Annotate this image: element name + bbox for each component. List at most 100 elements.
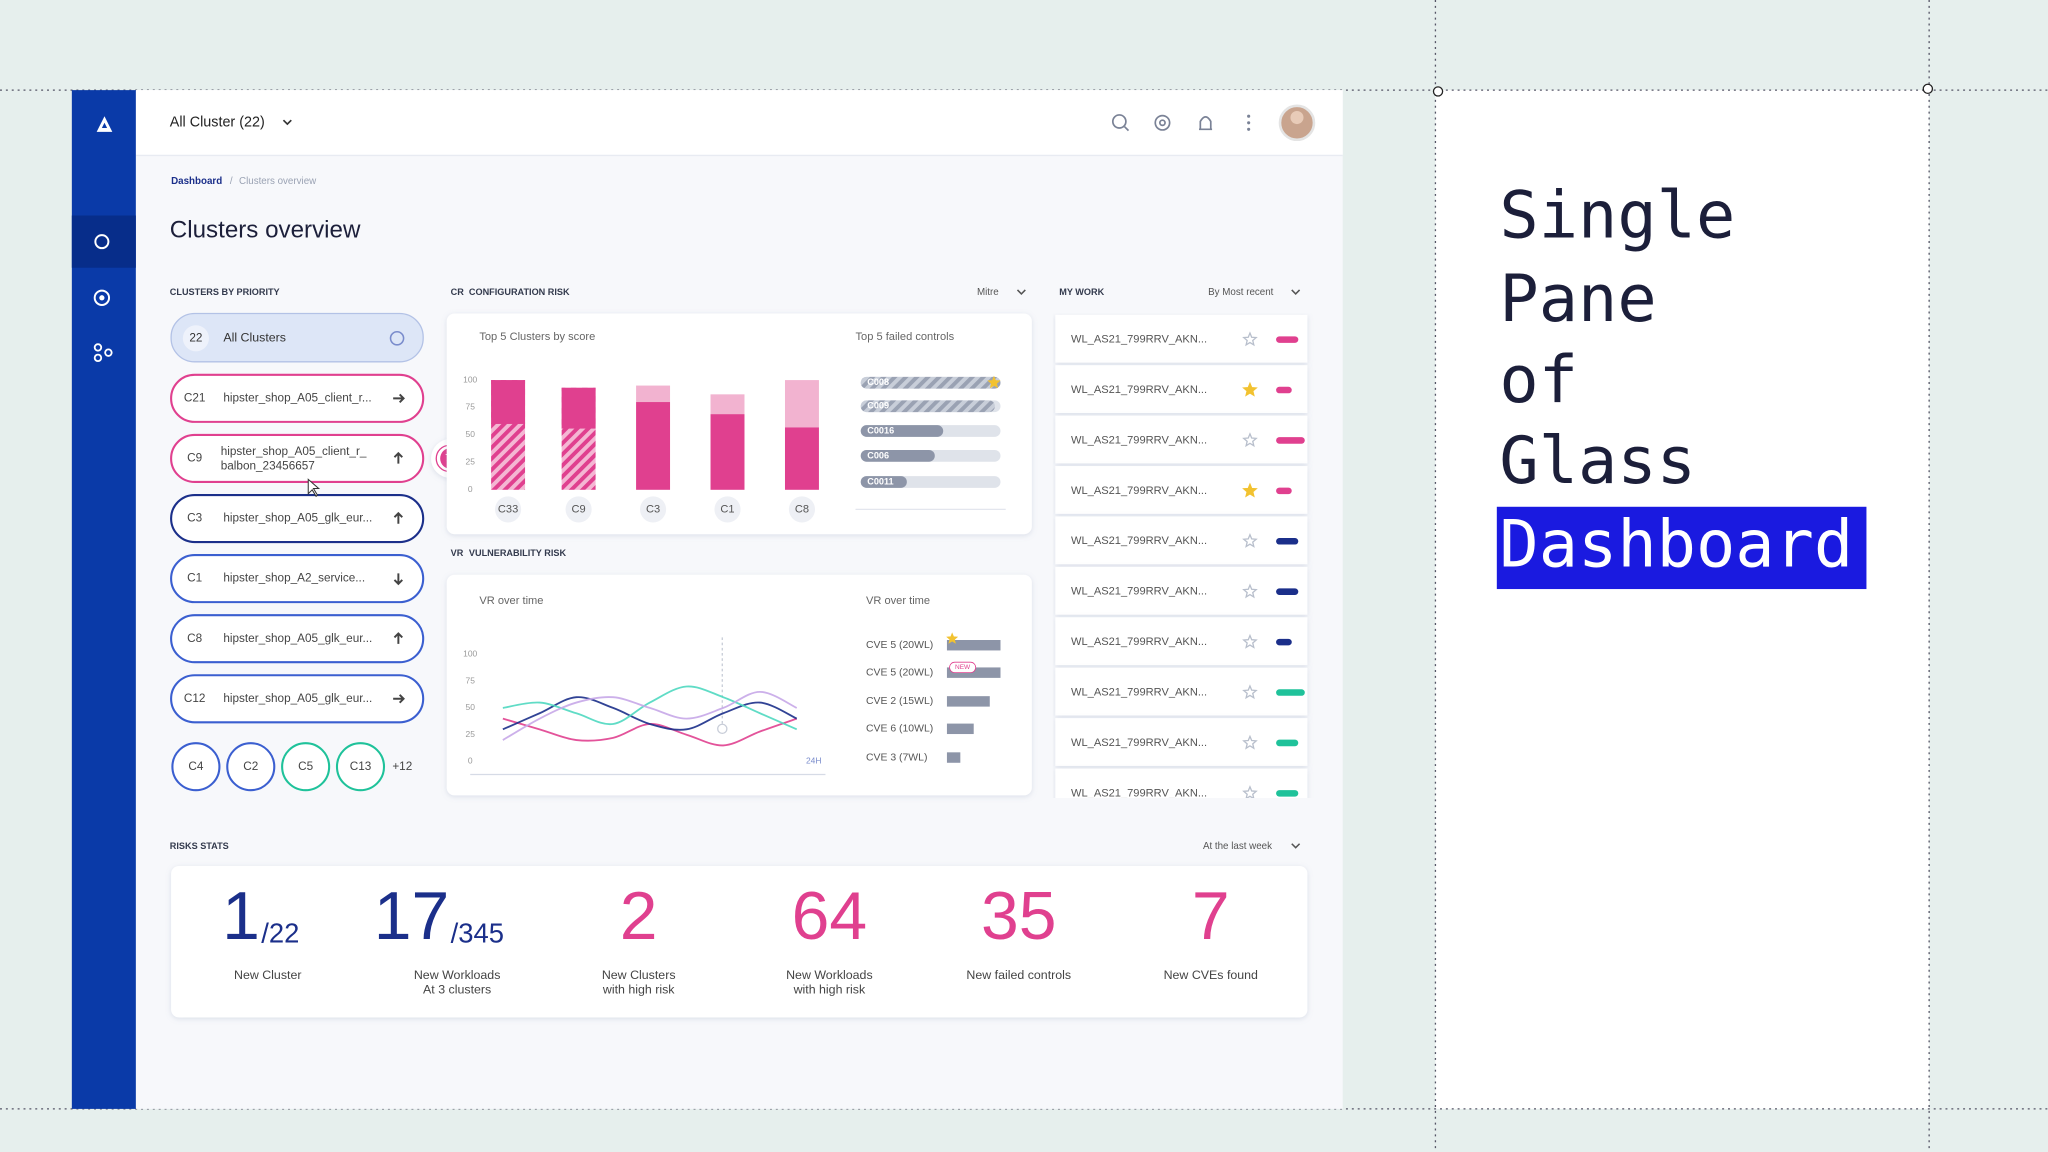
- cve-label: CVE 6 (10WL): [866, 724, 933, 735]
- guide-handle: [1922, 83, 1934, 95]
- count-badge: [182, 325, 209, 352]
- stat-value: 17: [374, 879, 450, 954]
- work-name: WL_AS21_799RRV_AKN...: [1071, 334, 1207, 346]
- cluster-id: C1: [187, 572, 202, 585]
- stat-total: /345: [451, 917, 504, 948]
- work-star[interactable]: [1242, 381, 1258, 397]
- new-badge-label: NEW: [955, 664, 971, 671]
- work-star[interactable]: [1242, 432, 1258, 448]
- work-star[interactable]: [1242, 633, 1258, 649]
- cluster-pill[interactable]: [170, 373, 425, 423]
- cluster-pill[interactable]: [170, 493, 425, 544]
- category-badge: [788, 496, 816, 523]
- x-tick-label: C3: [646, 503, 660, 515]
- slide-title-line: Pane: [1499, 261, 1656, 337]
- slide-title-line: of: [1499, 342, 1578, 418]
- y-tick-label: 100: [463, 649, 477, 659]
- chevron: [1291, 289, 1301, 295]
- priority-bar: [1276, 689, 1305, 696]
- stat-label: with high risk: [793, 982, 866, 996]
- y-tick-label: 25: [465, 457, 475, 467]
- work-name: WL_AS21_799RRV_AKN...: [1071, 686, 1207, 698]
- nav-icon[interactable]: [93, 343, 113, 363]
- sidebar-active[interactable]: [71, 215, 136, 268]
- cluster-bubble[interactable]: [281, 742, 331, 792]
- work-star[interactable]: [1242, 482, 1258, 498]
- work-row[interactable]: [1055, 768, 1308, 817]
- stat-label: New failed controls: [966, 968, 1071, 982]
- nav-icon[interactable]: [94, 234, 110, 250]
- work-name: WL_AS21_799RRV_AKN...: [1071, 737, 1207, 749]
- kebab[interactable]: [1247, 114, 1251, 131]
- cluster-pill[interactable]: [170, 674, 425, 724]
- category-badge: [495, 496, 522, 523]
- work-row[interactable]: [1055, 314, 1308, 363]
- header-icons[interactable]: [1111, 114, 1213, 132]
- slide-title-highlight: Dashboard: [1499, 507, 1853, 583]
- work-row[interactable]: [1055, 516, 1308, 565]
- work-row[interactable]: [1055, 718, 1308, 766]
- x-tick-label: C33: [498, 503, 518, 515]
- cluster-name: hipster_shop_A05_glk_eur...: [223, 692, 372, 705]
- breadcrumb-current: Clusters overview: [239, 176, 317, 187]
- work-star[interactable]: [1242, 331, 1258, 347]
- work-star[interactable]: [1242, 583, 1258, 599]
- nav-icon: [99, 295, 105, 301]
- card-subtitle: VR over time: [866, 595, 930, 607]
- y-tick-label: 100: [463, 374, 477, 384]
- section-title: CONFIGURATION RISK: [469, 287, 570, 297]
- category-badge: [565, 496, 592, 523]
- bar-segment: [784, 380, 819, 428]
- card: [446, 574, 1032, 796]
- stat-label: New CVEs found: [1164, 968, 1258, 982]
- stat-label: New Workloads: [786, 968, 873, 982]
- work-row[interactable]: [1055, 365, 1308, 413]
- stat-value: 64: [792, 879, 868, 954]
- cluster-bubble[interactable]: [226, 742, 276, 792]
- control-label: C0011: [867, 476, 893, 486]
- cluster-bubble[interactable]: [335, 742, 386, 792]
- work-row[interactable]: [1055, 466, 1308, 514]
- work-row[interactable]: [1055, 617, 1308, 666]
- logo[interactable]: [96, 116, 113, 132]
- cve-star[interactable]: [946, 632, 959, 644]
- work-name: WL_AS21_799RRV_AKN...: [1071, 434, 1207, 446]
- stat-label: New Cluster: [234, 968, 301, 982]
- work-star[interactable]: [1242, 533, 1258, 548]
- all-clusters-pill[interactable]: [170, 312, 424, 363]
- x-tick-label: C8: [795, 503, 809, 515]
- work-row[interactable]: [1055, 415, 1308, 464]
- y-tick-label: 0: [468, 484, 473, 494]
- work-star[interactable]: [1242, 785, 1258, 799]
- cluster-selector[interactable]: All Cluster (22): [170, 115, 265, 131]
- priority-bar: [1276, 487, 1292, 495]
- work-row[interactable]: [1055, 667, 1308, 716]
- highlight-box: [1496, 506, 1867, 590]
- breadcrumb-link[interactable]: Dashboard: [171, 176, 222, 187]
- cluster-pill[interactable]: [170, 614, 425, 664]
- dropdown[interactable]: Mitre: [977, 287, 999, 298]
- work-star[interactable]: [1242, 734, 1258, 750]
- stat-value: 7: [1192, 879, 1230, 954]
- stat-value: 2: [620, 879, 658, 954]
- bar-segment: [710, 414, 745, 490]
- cluster-pill[interactable]: [170, 554, 425, 604]
- nav-icon[interactable]: [93, 289, 111, 306]
- stat-label: At 3 clusters: [423, 982, 491, 996]
- guide-handle: [1432, 86, 1444, 97]
- work-row[interactable]: [1055, 566, 1308, 615]
- work-star[interactable]: [1242, 684, 1258, 700]
- cluster-name: hipster_shop_A2_service...: [223, 572, 365, 585]
- dropdown[interactable]: By Most recent: [1208, 287, 1274, 298]
- control-star[interactable]: [987, 375, 1001, 389]
- chevron: [1016, 289, 1026, 295]
- cluster-bubble[interactable]: [171, 742, 221, 792]
- cluster-pill[interactable]: [170, 433, 425, 484]
- cluster-name: balbon_23456657: [221, 459, 315, 472]
- y-tick-label: 0: [468, 756, 473, 766]
- settings-icon[interactable]: [389, 330, 405, 346]
- cluster-bubble-label: C5: [298, 760, 313, 773]
- cluster-trend-arrow: [393, 694, 405, 704]
- dropdown[interactable]: At the last week: [1203, 841, 1272, 852]
- cve-bar: [946, 696, 990, 707]
